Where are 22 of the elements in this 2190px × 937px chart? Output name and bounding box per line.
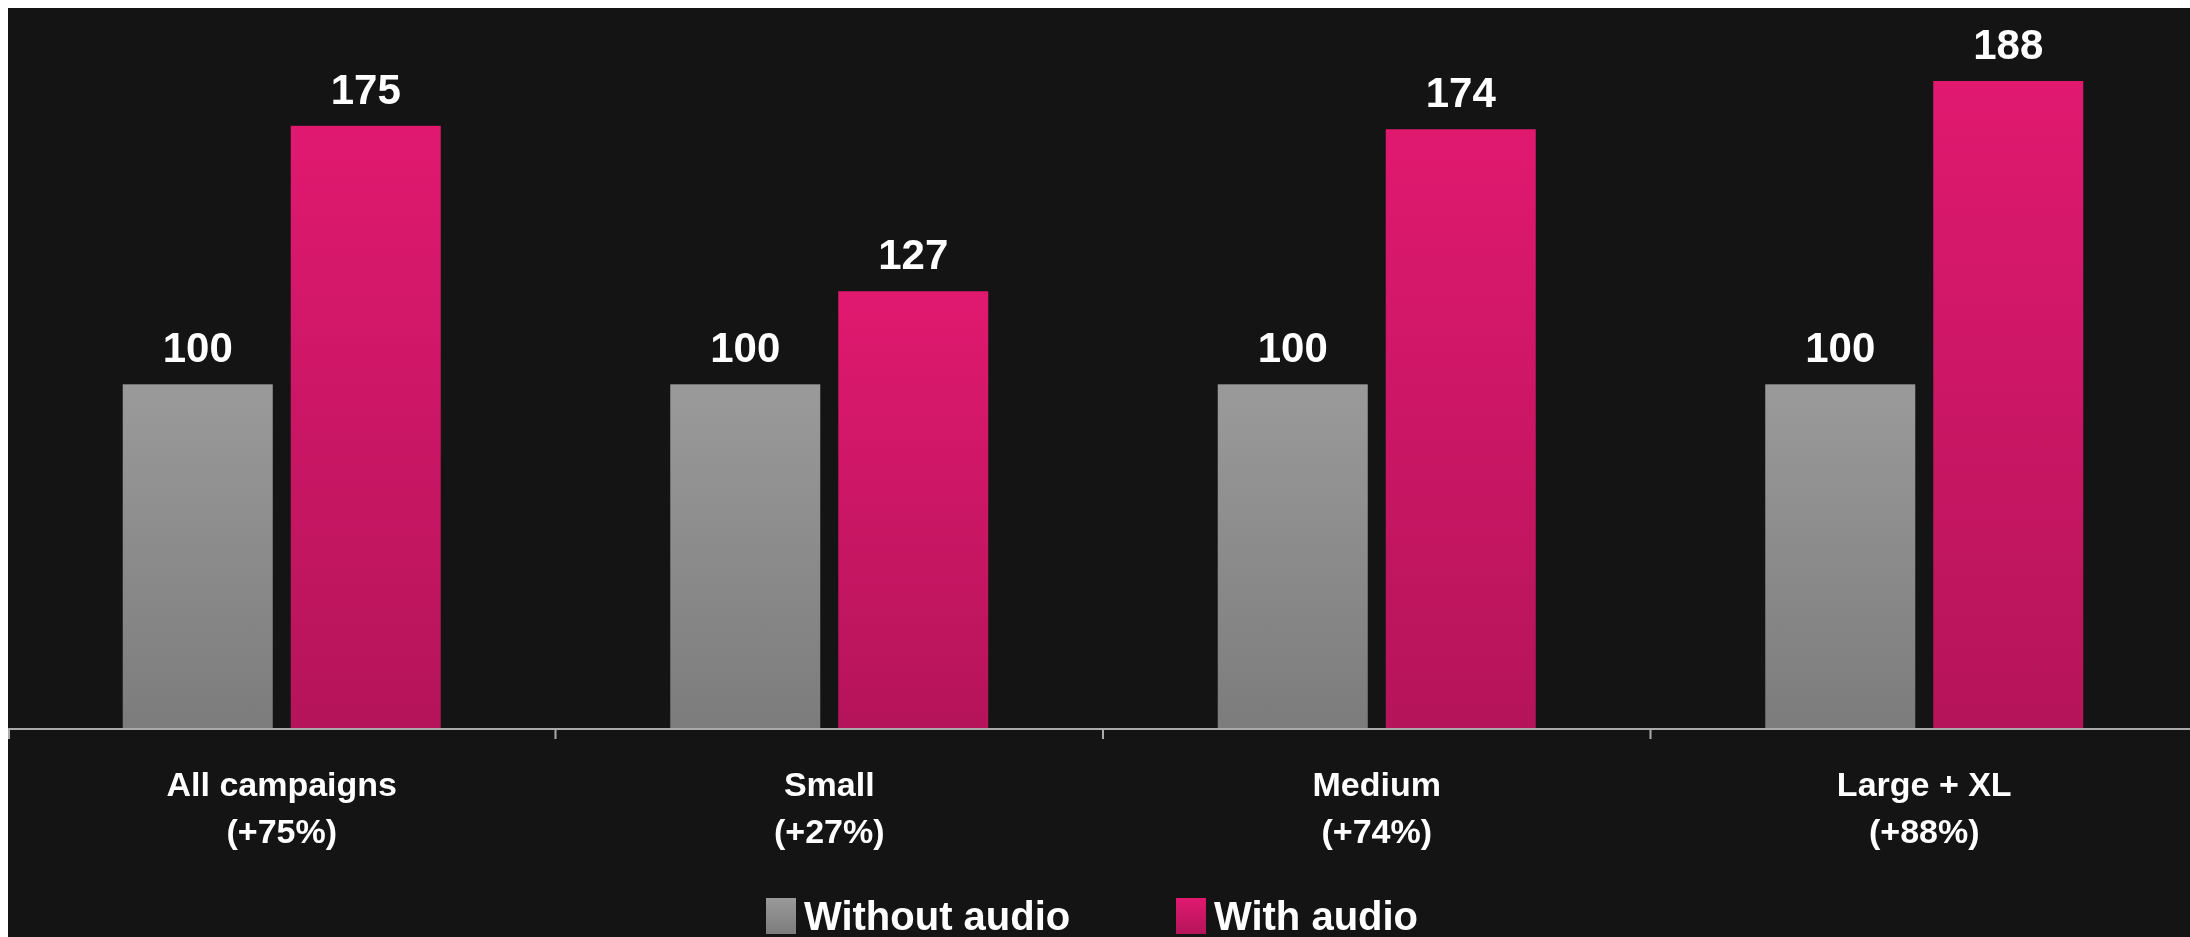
data-label: 100	[1805, 324, 1876, 372]
data-label: 127	[878, 231, 949, 279]
x-tick-label: Small (+27%)	[773, 765, 885, 850]
bar	[1765, 384, 1916, 729]
legend-label: Without audio	[804, 894, 1071, 937]
bar	[1217, 384, 1368, 729]
data-label: 188	[1973, 21, 2044, 68]
data-label: 174	[1425, 69, 1497, 117]
data-label: 100	[162, 324, 233, 372]
data-label: 100	[1257, 324, 1328, 372]
x-tick-label: All campaigns (+75%)	[166, 765, 398, 850]
legend-label: With audio	[1214, 894, 1419, 937]
data-label: 100	[710, 324, 781, 372]
bar	[1385, 129, 1536, 729]
x-tick-label: Large + XL (+88%)	[1836, 765, 2012, 850]
bar	[290, 125, 441, 729]
bar	[838, 291, 989, 729]
bar	[670, 384, 821, 729]
data-label: 175	[330, 65, 401, 113]
bar	[122, 384, 273, 729]
bar	[1933, 81, 2084, 729]
x-tick-label: Medium (+74%)	[1312, 765, 1441, 850]
